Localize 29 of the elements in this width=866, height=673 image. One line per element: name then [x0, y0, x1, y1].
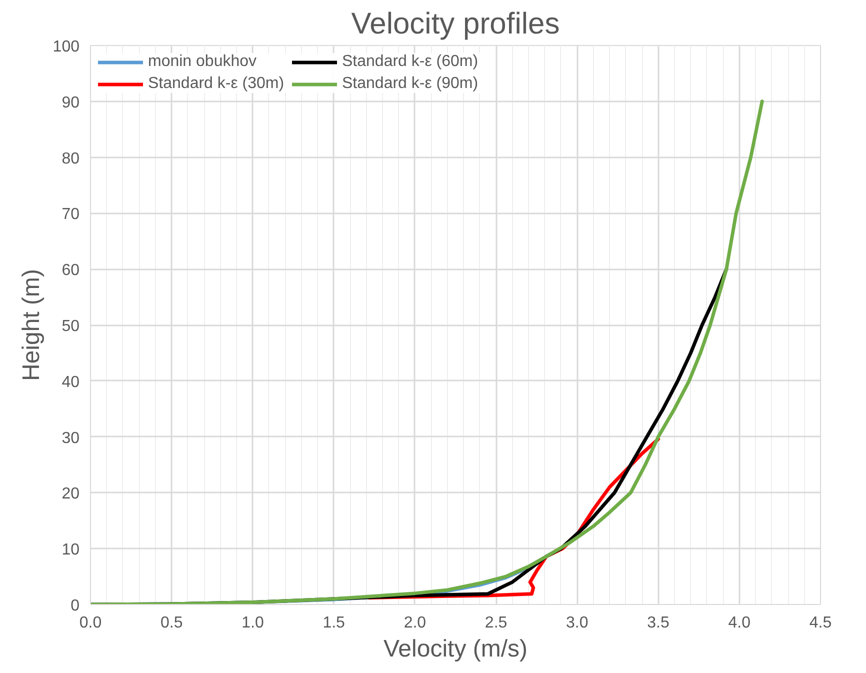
y-tick-label: 30 — [62, 430, 80, 447]
chart-title: Velocity profiles — [351, 8, 560, 40]
y-tick-label: 50 — [62, 318, 80, 335]
y-tick-label: 10 — [62, 542, 80, 559]
y-tick-label: 60 — [62, 262, 80, 280]
x-tick-label: 4.0 — [728, 614, 751, 632]
x-tick-label: 1.5 — [322, 614, 346, 632]
line-series — [90, 100, 764, 604]
legend-label: Standard k-ε (30m) — [148, 75, 286, 93]
x-tick-label: 0.0 — [79, 614, 102, 632]
y-tick-label: 80 — [62, 150, 80, 168]
y-tick-label: 100 — [52, 38, 80, 56]
y-tick-label: 0 — [70, 598, 80, 614]
y-tick-label: 70 — [62, 206, 80, 224]
y-tick-label: 90 — [62, 94, 80, 112]
x-tick-label: 4.5 — [809, 614, 832, 632]
y-tick-label: 40 — [62, 374, 80, 391]
y-tick-label: 20 — [62, 486, 80, 503]
x-tick-label: 2.0 — [404, 614, 426, 632]
x-tick-label: 3.5 — [647, 614, 670, 632]
x-axis-title: Velocity (m/s) — [383, 636, 528, 662]
x-tick-label: 3.0 — [566, 614, 588, 632]
x-tick-label: 1.0 — [242, 614, 264, 632]
y-axis-title: Height (m) — [18, 268, 45, 382]
x-tick-label: 0.5 — [160, 614, 183, 632]
x-tick-label: 2.5 — [484, 614, 508, 632]
legend-label: monin obukhov — [148, 53, 258, 71]
legend-label: Standard k-ε (90m) — [342, 75, 480, 93]
legend-label: Standard k-ε (60m) — [342, 53, 480, 71]
